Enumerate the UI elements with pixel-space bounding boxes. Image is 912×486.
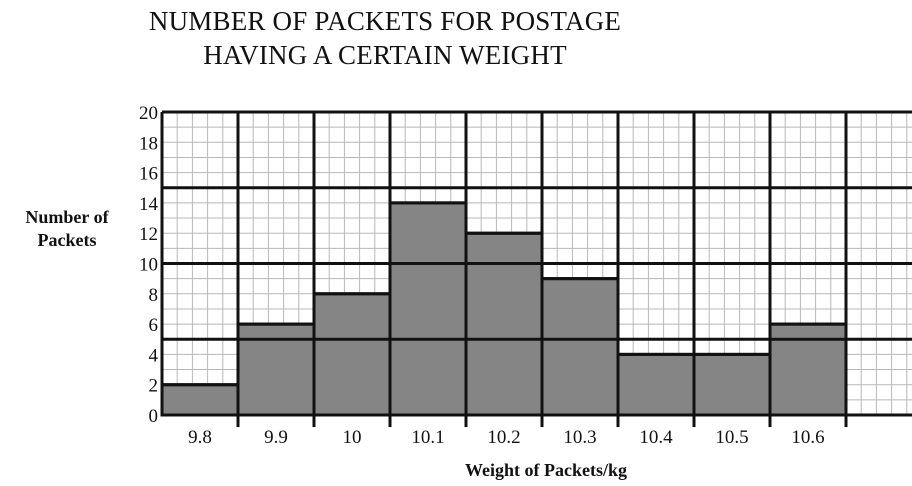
- chart-title-line-2: HAVING A CERTAIN WEIGHT: [203, 40, 567, 70]
- bar-10.3: [540, 277, 620, 417]
- y-tick-label-16: 16: [139, 164, 158, 185]
- bar-10.2: [464, 231, 544, 417]
- bar-10.4: [616, 352, 696, 417]
- x-tick-label-9.9: 9.9: [264, 427, 288, 448]
- x-axis-label: Weight of Packets/kg: [465, 460, 627, 480]
- bar-outline-10.3: [540, 277, 620, 415]
- y-tick-label-6: 6: [149, 315, 159, 336]
- y-tick-label-4: 4: [149, 345, 159, 366]
- x-tick-label-10.5: 10.5: [715, 427, 748, 448]
- x-tick-label-10: 10: [343, 427, 362, 448]
- bar-outline-10.6: [768, 322, 848, 415]
- bar-10: [312, 292, 392, 417]
- bar-10.6: [768, 322, 848, 417]
- y-axis-label-line-1: Number of: [25, 207, 109, 227]
- y-tick-label-18: 18: [139, 133, 158, 154]
- x-tick-label-10.6: 10.6: [791, 427, 824, 448]
- bar-10.1: [388, 201, 468, 417]
- y-axis-label: Number of Packets: [8, 206, 126, 252]
- y-tick-label-0: 0: [149, 406, 159, 427]
- chart-title-line-1: NUMBER OF PACKETS FOR POSTAGE: [148, 6, 622, 36]
- y-axis-label-line-2: Packets: [37, 230, 97, 250]
- y-tick-label-8: 8: [149, 285, 159, 306]
- x-tick-label-9.8: 9.8: [188, 427, 212, 448]
- x-tick-label-10.1: 10.1: [411, 427, 444, 448]
- y-tick-label-20: 20: [139, 103, 158, 124]
- y-tick-label-14: 14: [139, 194, 159, 215]
- y-tick-label-2: 2: [149, 376, 159, 397]
- x-tick-label-10.2: 10.2: [487, 427, 520, 448]
- x-tick-label-10.3: 10.3: [563, 427, 596, 448]
- x-tick-label-10.4: 10.4: [639, 427, 673, 448]
- y-tick-label-12: 12: [139, 224, 158, 245]
- bar-9.9: [236, 322, 316, 417]
- y-tick-label-10: 10: [139, 255, 158, 276]
- bar-9.8: [160, 383, 240, 417]
- bar-10.5: [692, 352, 772, 417]
